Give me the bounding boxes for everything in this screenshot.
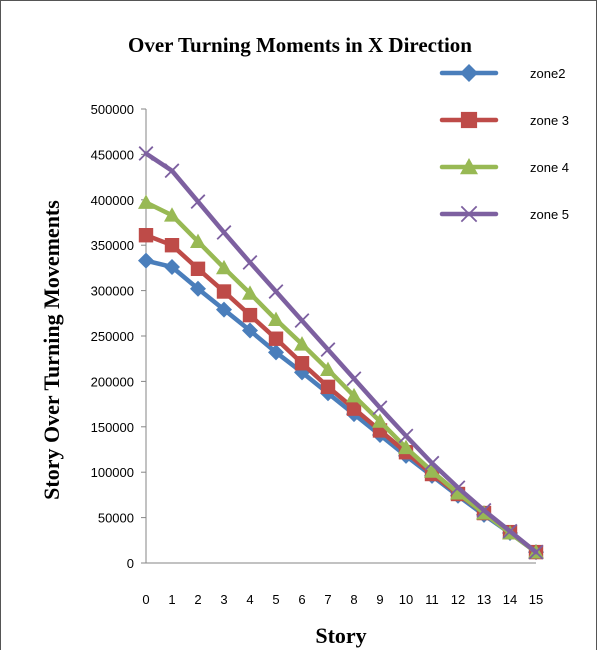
x-tick-label: 9	[376, 592, 383, 607]
triangle-marker	[424, 463, 440, 478]
x-marker	[242, 255, 258, 270]
square-marker	[268, 331, 284, 346]
triangle-marker	[268, 311, 284, 327]
square-marker	[242, 307, 258, 323]
series-line	[143, 200, 539, 555]
triangle-marker	[216, 259, 232, 275]
x-tick-label: 2	[194, 592, 201, 607]
square-marker	[320, 379, 336, 395]
series-4	[138, 146, 544, 560]
square-marker	[216, 284, 232, 299]
x-marker	[138, 146, 154, 161]
x-tick-label: 3	[220, 592, 227, 607]
x-marker	[190, 194, 206, 210]
chart-title: Over Turning Moments in X Direction	[128, 33, 472, 57]
legend-item: zone 4	[439, 158, 569, 175]
series-3	[138, 194, 544, 559]
y-tick-label: 200000	[91, 374, 134, 389]
triangle-marker	[138, 194, 154, 209]
x-tick-label: 4	[246, 592, 253, 607]
square-marker	[294, 356, 310, 371]
x-tick-label: 13	[477, 592, 491, 607]
y-tick-label: 300000	[91, 284, 134, 299]
square-marker	[138, 228, 154, 243]
y-axis-ticks: 0 50000 100000 150000 200000 250000 300000 3500…	[91, 102, 146, 571]
x-tick-label: 14	[503, 592, 517, 607]
x-tick-label: 8	[350, 592, 357, 607]
legend-item: zone 5	[439, 205, 569, 223]
x-marker	[294, 313, 310, 329]
x-marker	[460, 205, 478, 223]
triangle-marker	[164, 207, 180, 222]
triangle-marker	[398, 439, 414, 455]
x-marker	[424, 455, 440, 471]
square-marker	[346, 401, 362, 416]
x-marker	[320, 342, 336, 358]
series-layer	[138, 146, 544, 561]
legend: zone2 zone 3 zone 4 zone 5	[439, 64, 569, 223]
y-tick-label: 50000	[98, 511, 134, 526]
triangle-marker	[450, 485, 466, 500]
x-marker	[450, 480, 466, 496]
square-marker	[460, 111, 478, 129]
x-marker	[268, 284, 284, 299]
x-marker	[502, 523, 518, 539]
x-tick-label: 11	[425, 592, 439, 607]
y-tick-label: 500000	[91, 102, 134, 117]
triangle-marker	[460, 158, 478, 175]
x-tick-label: 7	[324, 592, 331, 607]
square-marker	[190, 261, 206, 277]
y-tick-label: 0	[127, 556, 134, 571]
x-marker	[164, 163, 180, 179]
triangle-marker	[320, 361, 336, 376]
x-marker	[372, 400, 388, 416]
diamond-marker	[460, 64, 478, 82]
triangle-marker	[242, 285, 258, 300]
y-tick-label: 100000	[91, 465, 134, 480]
legend-label: zone 4	[530, 160, 569, 175]
x-tick-label: 15	[529, 592, 543, 607]
square-marker	[164, 238, 180, 253]
diamond-marker	[190, 280, 206, 297]
y-tick-label: 450000	[91, 147, 134, 162]
triangle-marker	[346, 387, 362, 403]
legend-label: zone 5	[530, 207, 569, 222]
x-marker	[398, 428, 414, 444]
x-tick-label: 10	[399, 592, 413, 607]
diamond-marker	[164, 258, 180, 275]
x-tick-label: 6	[298, 592, 305, 607]
diamond-marker	[242, 322, 258, 339]
x-marker	[216, 225, 232, 240]
x-axis-ticks: 0 1 2 3 4 5 6 7 8 9 10 11 12 13 14 15	[142, 592, 543, 607]
y-tick-label: 150000	[91, 420, 134, 435]
x-tick-label: 1	[168, 592, 175, 607]
diamond-marker	[216, 301, 232, 318]
series-line	[143, 151, 539, 555]
y-tick-label: 400000	[91, 193, 134, 208]
legend-item: zone2	[439, 64, 565, 82]
legend-label: zone2	[530, 66, 565, 81]
x-tick-label: 0	[142, 592, 149, 607]
triangle-marker	[372, 413, 388, 428]
x-tick-label: 5	[272, 592, 279, 607]
triangle-marker	[190, 233, 206, 248]
y-tick-label: 350000	[91, 238, 134, 253]
x-marker	[528, 544, 544, 560]
y-axis-title: Story Over Turning Movements	[39, 200, 64, 500]
diamond-marker	[138, 252, 154, 269]
diamond-marker	[268, 344, 284, 361]
legend-item: zone 3	[439, 111, 569, 129]
x-tick-label: 12	[451, 592, 465, 607]
triangle-marker	[294, 336, 310, 351]
legend-label: zone 3	[530, 113, 569, 128]
x-marker	[346, 371, 362, 387]
x-marker	[476, 502, 492, 518]
x-axis-title: Story	[315, 623, 366, 648]
y-tick-label: 250000	[91, 329, 134, 344]
